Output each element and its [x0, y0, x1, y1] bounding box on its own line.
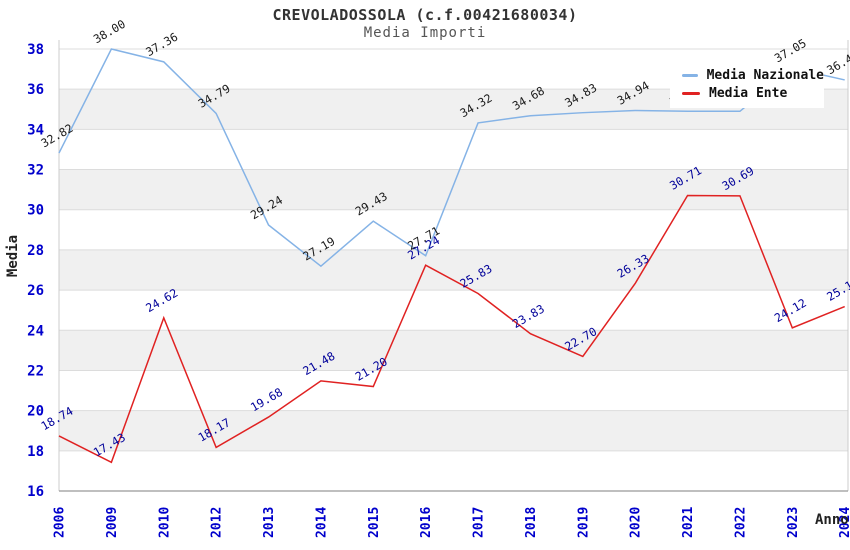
x-tick-label: 2024	[838, 507, 850, 538]
y-axis-title: Media	[5, 234, 22, 278]
line-media-ente	[58, 194, 845, 464]
chart-title: CREVOLADOSSOLA (c.f.00421680034)	[272, 6, 578, 24]
point-label-media-nazionale: 37.36	[143, 30, 180, 59]
y-tick-label: 34	[27, 122, 44, 138]
x-tick-label: 2013	[262, 507, 277, 538]
point-label-media-ente: 23.83	[510, 301, 547, 330]
x-tick-label: 2010	[157, 507, 172, 538]
y-tick-label: 20	[27, 404, 44, 420]
point-label-media-nazionale: 37.05	[772, 36, 809, 65]
y-tick-label: 16	[27, 484, 44, 500]
y-tick-label: 30	[27, 203, 44, 219]
legend: Media Nazionale Media Ente	[670, 62, 824, 108]
chart-subtitle: Media Importi	[363, 25, 487, 41]
y-tick-label: 18	[27, 444, 44, 460]
y-tick-label: 36	[27, 82, 44, 98]
x-tick-label: 2012	[210, 507, 225, 538]
y-tick-label: 38	[27, 42, 44, 58]
media-ente-swatch-icon	[682, 91, 700, 95]
point-label-media-ente: 24.12	[772, 296, 809, 325]
point-label-media-nazionale: 32.82	[39, 121, 76, 150]
x-tick-label: 2023	[786, 507, 801, 538]
x-tick-label: 2018	[524, 507, 539, 538]
x-tick-label: 2020	[629, 507, 644, 538]
media-nazionale-swatch-icon	[682, 73, 698, 77]
x-tick-label: 2019	[576, 507, 591, 538]
x-tick-label: 2009	[105, 507, 120, 538]
y-tick-label: 22	[27, 363, 44, 379]
line-media-nazionale	[58, 48, 845, 268]
x-tick-label: 2017	[472, 507, 487, 538]
legend-item-media-nazionale: Media Nazionale	[682, 66, 824, 84]
point-label-media-nazionale: 38.00	[91, 17, 128, 46]
x-tick-label: 2014	[314, 507, 329, 538]
x-tick-label: 2016	[419, 507, 434, 538]
x-tick-label: 2006	[53, 507, 68, 538]
x-tick-label: 2022	[733, 507, 748, 538]
x-tick-label: 2021	[681, 507, 696, 538]
plot-band	[59, 330, 848, 371]
y-tick-label: 28	[27, 243, 44, 259]
plot-band	[59, 169, 848, 210]
legend-item-media-ente: Media Ente	[682, 84, 824, 102]
y-tick-label: 24	[27, 323, 44, 339]
point-label-media-nazionale: 36.46	[824, 48, 850, 77]
y-tick-label: 32	[27, 163, 44, 179]
plot-band	[59, 249, 848, 291]
x-tick-label: 2015	[367, 507, 382, 538]
x-axis-title: Anno	[815, 512, 849, 528]
plot-band	[59, 410, 848, 451]
legend-label-media-nazionale: Media Nazionale	[706, 67, 824, 83]
legend-label-media-ente: Media Ente	[709, 85, 788, 101]
y-tick-label: 26	[27, 283, 44, 299]
